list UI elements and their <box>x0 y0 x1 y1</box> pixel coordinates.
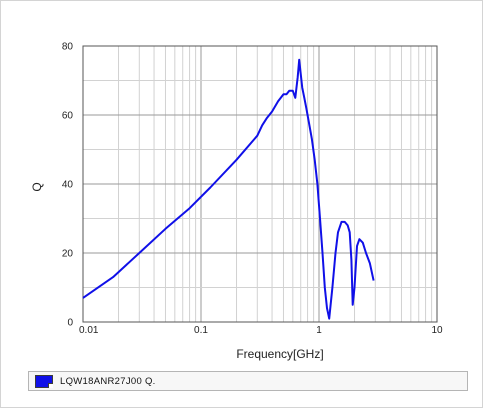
plot-border <box>82 45 438 323</box>
x-tick-labels: 0.01 0.1 1 10 <box>79 325 443 336</box>
x-tick-label: 0.01 <box>79 325 99 336</box>
x-tick-label: 1 <box>316 325 322 336</box>
plot-area: 0.01 0.1 1 10 0 20 40 60 80 Frequency[GHz] Q <box>1 1 482 371</box>
q-frequency-chart: 0.01 0.1 1 10 0 20 40 60 80 Frequency[GHz] Q <box>30 42 443 362</box>
legend-swatch-icon <box>35 374 53 388</box>
y-tick-label: 40 <box>62 180 74 191</box>
x-axis-label: Frequency[GHz] <box>236 347 323 361</box>
y-tick-label: 0 <box>67 318 73 329</box>
y-tick-label: 20 <box>62 249 74 260</box>
x-tick-label: 10 <box>431 325 443 336</box>
y-tick-label: 80 <box>62 42 74 53</box>
series-layer <box>82 58 375 320</box>
legend: LQW18ANR27J00 Q. <box>28 371 468 391</box>
legend-label: LQW18ANR27J00 Q. <box>60 375 156 387</box>
y-axis-label: Q <box>30 182 44 191</box>
y-tick-label: 60 <box>62 111 74 122</box>
series-line-0 <box>82 58 375 320</box>
x-tick-label: 0.1 <box>194 325 208 336</box>
y-tick-labels: 0 20 40 60 80 <box>62 42 74 329</box>
grid-lines <box>82 45 437 323</box>
